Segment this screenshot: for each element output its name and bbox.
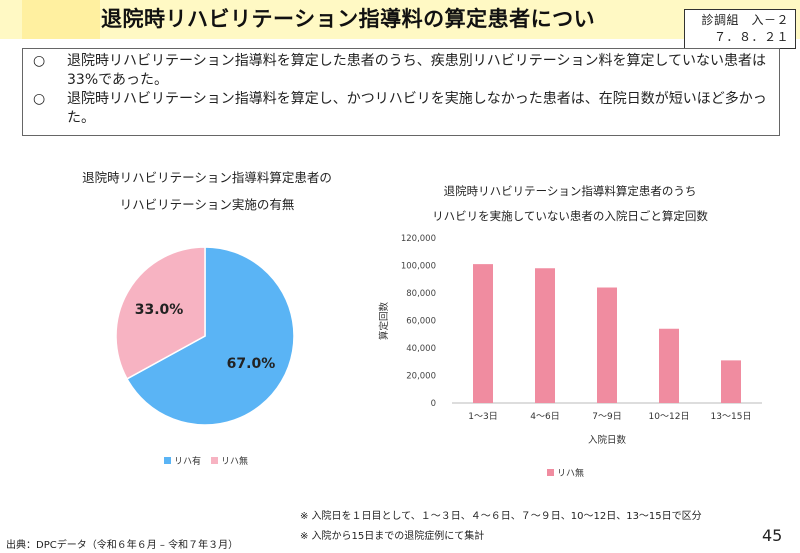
legend-swatch-bar (547, 469, 554, 476)
legend-label-no: リハ無 (221, 457, 249, 467)
pie-slice-label: 67.0% (227, 356, 276, 372)
y-tick-label: 0 (431, 399, 436, 409)
legend-label-yes: リハ有 (174, 457, 202, 467)
pie-slice (115, 246, 206, 380)
summary-box: ○ 退院時リハビリテーション指導料を算定した患者のうち、疾患別リハビリテーション… (22, 48, 780, 136)
bar (535, 268, 555, 403)
legend-swatch-yes (164, 457, 171, 464)
x-tick-label: 7～9日 (592, 411, 621, 422)
bar (721, 360, 741, 403)
summary-bullet: ○ 退院時リハビリテーション指導料を算定した患者のうち、疾患別リハビリテーション… (33, 52, 769, 90)
x-tick-label: 1～3日 (468, 411, 497, 422)
bar-legend: リハ無 (547, 466, 584, 479)
bar (659, 328, 679, 403)
pie-legend: リハ有 リハ無 (164, 454, 248, 467)
y-tick-label: 80,000 (406, 289, 436, 299)
pie-slice-label: 33.0% (135, 302, 184, 318)
y-tick-label: 100,000 (401, 262, 436, 272)
document-id-line1: 診調組 入－２ (701, 13, 789, 27)
document-id-line2: ７．８．２１ (713, 30, 789, 44)
bullet-circle-icon: ○ (33, 91, 46, 107)
bar-chart-title-line1: 退院時リハビリテーション指導料算定患者のうち (443, 184, 697, 198)
page-title: 退院時リハビリテーション指導料の算定患者につい (101, 7, 596, 31)
y-axis-title: 算定回数 (378, 302, 390, 341)
footnote: ※ 入院日を１日目として、１～３日、４～６日、７～９日、10～12日、13～15… (300, 511, 702, 522)
pie-slice (125, 246, 295, 426)
bar (473, 264, 493, 403)
page-number: 45 (762, 526, 783, 545)
footnote: ※ 入院から15日までの退院症例にて集計 (300, 531, 485, 542)
bar-chart-title-line2: リハビリを実施していない患者の入院日ごと算定回数 (432, 209, 708, 223)
x-axis-title: 入院日数 (588, 434, 627, 446)
x-tick-label: 4～6日 (530, 411, 559, 422)
y-tick-label: 40,000 (406, 344, 436, 354)
summary-text: 退院時リハビリテーション指導料を算定し、かつリハビリを実施しなかった患者は、在院… (67, 91, 767, 126)
summary-text: 退院時リハビリテーション指導料を算定した患者のうち、疾患別リハビリテーション料を… (67, 53, 767, 88)
y-tick-label: 120,000 (401, 234, 436, 244)
legend-swatch-no (211, 457, 219, 464)
source-citation: 出典：DPCデータ（令和６年６月 – 令和７年３月） (6, 540, 239, 551)
title-bar: 退院時リハビリテーション指導料の算定患者につい (0, 0, 800, 39)
pie-chart-title-line2: リハビリテーション実施の有無 (119, 197, 295, 212)
title-accent (22, 0, 100, 39)
summary-bullet: ○ 退院時リハビリテーション指導料を算定し、かつリハビリを実施しなかった患者は、… (33, 90, 769, 128)
y-tick-label: 60,000 (406, 317, 436, 327)
y-tick-label: 20,000 (406, 372, 436, 382)
legend-label-bar: リハ無 (557, 469, 585, 479)
bullet-circle-icon: ○ (33, 53, 46, 69)
pie-chart-title-line1: 退院時リハビリテーション指導料算定患者の (82, 170, 332, 185)
bar (597, 287, 617, 403)
x-tick-label: 10～12日 (649, 411, 690, 422)
x-tick-label: 13～15日 (711, 411, 752, 422)
